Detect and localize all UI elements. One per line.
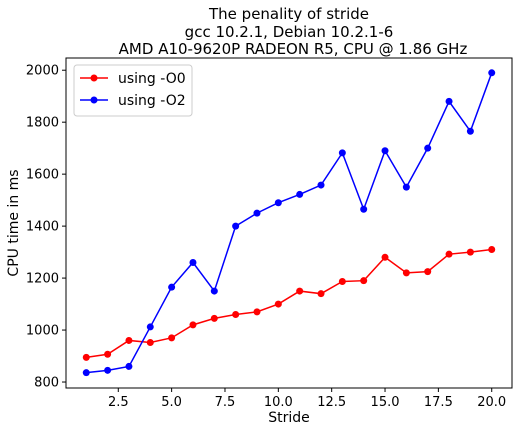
x-tick-label: 12.5: [317, 395, 346, 410]
data-point: [253, 209, 261, 217]
x-axis-ticks: 2.5 5.0 7.5 10.0 12.5 15.0 17.5 20.0: [108, 388, 506, 410]
data-point: [338, 149, 346, 157]
data-point: [402, 183, 410, 191]
data-point: [466, 127, 474, 135]
data-point: [381, 147, 389, 155]
data-point: [125, 336, 133, 344]
data-point: [317, 181, 325, 189]
data-point: [338, 277, 346, 285]
y-tick-label: 1200: [26, 272, 59, 287]
data-point: [274, 199, 282, 207]
data-point: [146, 339, 154, 347]
data-point: [82, 369, 90, 377]
series-line-2: [86, 72, 493, 374]
chart-title: The penality of stride gcc 10.2.1, Debia…: [119, 5, 468, 58]
data-point: [232, 310, 240, 318]
x-tick-label: 17.5: [424, 395, 453, 410]
data-point: [360, 277, 368, 285]
data-point: [210, 314, 218, 322]
data-point: [445, 97, 453, 105]
data-point: [488, 69, 496, 77]
data-point: [189, 321, 197, 329]
legend-marker: [90, 96, 98, 104]
data-point: [104, 350, 112, 358]
x-tick-label: 5.0: [161, 395, 182, 410]
x-axis-label: Stride: [268, 410, 310, 426]
chart-title-line-3: AMD A10-9620P RADEON R5, CPU @ 1.86 GHz: [119, 40, 468, 58]
series-line-1: [86, 248, 492, 359]
data-point: [210, 287, 218, 295]
legend-label: using -O2: [118, 93, 186, 109]
data-point: [424, 268, 432, 276]
x-tick-label: 15.0: [371, 395, 400, 410]
data-point: [402, 269, 410, 277]
y-axis-ticks: 800 1000 1200 1400 1600 1800 2000: [26, 64, 66, 391]
legend-marker: [90, 74, 98, 82]
data-point: [168, 283, 176, 291]
y-axis-label: CPU time in ms: [6, 169, 22, 276]
data-point: [146, 323, 154, 331]
data-point: [82, 353, 90, 361]
x-tick-label: 10.0: [264, 395, 293, 410]
legend: using -O0 using -O2: [73, 64, 193, 117]
data-point: [381, 253, 389, 261]
y-tick-label: 1000: [26, 324, 59, 339]
data-point: [274, 300, 282, 308]
data-point: [253, 308, 261, 316]
chart-title-line-1: The penality of stride: [208, 5, 369, 23]
data-point: [296, 287, 304, 295]
data-point: [488, 246, 496, 254]
data-point: [232, 222, 240, 230]
y-tick-label: 1400: [26, 220, 59, 235]
x-tick-label: 2.5: [108, 395, 129, 410]
y-tick-label: 800: [34, 376, 59, 391]
data-point: [466, 248, 474, 256]
x-tick-label: 20.0: [477, 395, 506, 410]
data-point: [360, 205, 368, 213]
y-tick-label: 1800: [26, 116, 59, 131]
y-tick-label: 1600: [26, 168, 59, 183]
legend-label: using -O0: [118, 71, 186, 87]
x-tick-label: 7.5: [215, 395, 236, 410]
y-tick-label: 2000: [26, 64, 59, 79]
chart-title-line-2: gcc 10.2.1, Debian 10.2.1-6: [185, 23, 394, 41]
plot-area: [82, 69, 496, 377]
data-point: [189, 258, 197, 266]
data-point: [296, 190, 304, 198]
data-point: [104, 366, 112, 374]
data-point: [168, 334, 176, 342]
data-point: [424, 144, 432, 152]
axes-frame: [65, 57, 513, 389]
data-point: [445, 250, 453, 258]
data-point: [125, 362, 133, 370]
data-point: [317, 290, 325, 298]
